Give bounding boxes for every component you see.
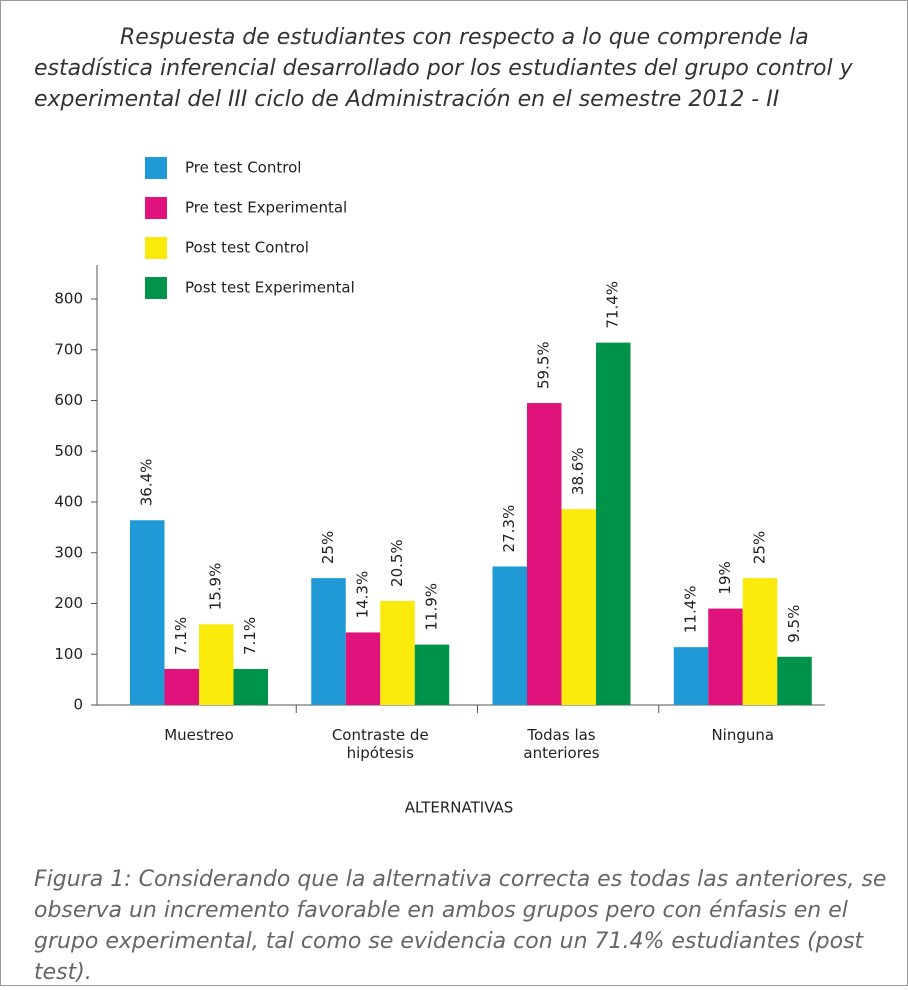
bar [345,632,381,705]
bar [233,668,268,705]
bar [708,608,743,705]
bar [777,656,812,705]
value-label: 71.4% [604,281,622,329]
value-label: 59.5% [535,341,553,389]
y-tick-label: 100 [54,645,83,663]
bar [130,520,165,705]
value-label: 25% [751,531,769,564]
y-tick-label: 800 [54,290,83,308]
x-tick-label: Contraste de hipótesis [331,726,429,762]
x-axis-label: ALTERNATIVAS [405,799,514,817]
bar [596,342,631,705]
legend-swatch [145,157,167,179]
bar [561,509,596,705]
value-label: 14.3% [354,571,372,619]
bar [673,647,709,705]
value-label: 19% [716,561,734,594]
legend-swatch [145,197,167,219]
y-tick-label: 600 [54,391,83,409]
value-label: 11.4% [682,585,700,633]
bar [414,644,450,705]
x-tick-label: Muestreo [164,726,234,744]
y-tick-label: 300 [54,543,83,561]
chart-title: Respuesta de estudiantes con respecto a … [34,25,853,112]
y-tick-label: 400 [54,493,83,511]
value-label: 36.4% [138,459,156,507]
value-label: 25% [319,531,337,564]
legend-label: Pre test Control [185,159,301,177]
value-label: 38.6% [569,447,587,495]
y-tick-label: 500 [54,442,83,460]
legend-label: Post test Experimental [185,279,355,297]
legend-label: Pre test Experimental [185,199,347,217]
value-label: 20.5% [388,539,406,587]
bar [380,600,415,705]
legend-swatch [145,277,167,299]
value-label: 7.1% [241,617,259,655]
value-label: 9.5% [785,605,803,643]
legend-swatch [145,237,167,259]
bar [311,578,346,705]
x-tick-label: Todas las anteriores [523,726,600,762]
value-label: 11.9% [423,583,441,631]
value-label: 15.9% [207,563,225,611]
bar [527,403,562,705]
x-tick-label: Ninguna [711,726,775,744]
y-tick-label: 200 [54,594,83,612]
value-label: 27.3% [500,505,518,553]
value-label: 7.1% [172,617,190,655]
legend-label: Post test Control [185,239,309,257]
bar [492,566,527,705]
y-tick-label: 700 [54,340,83,358]
y-tick-label: 0 [73,696,83,714]
bar [742,578,778,705]
caption: Figura 1: Considerando que la alternativ… [34,867,887,985]
bar [164,668,199,705]
bar [199,624,234,705]
